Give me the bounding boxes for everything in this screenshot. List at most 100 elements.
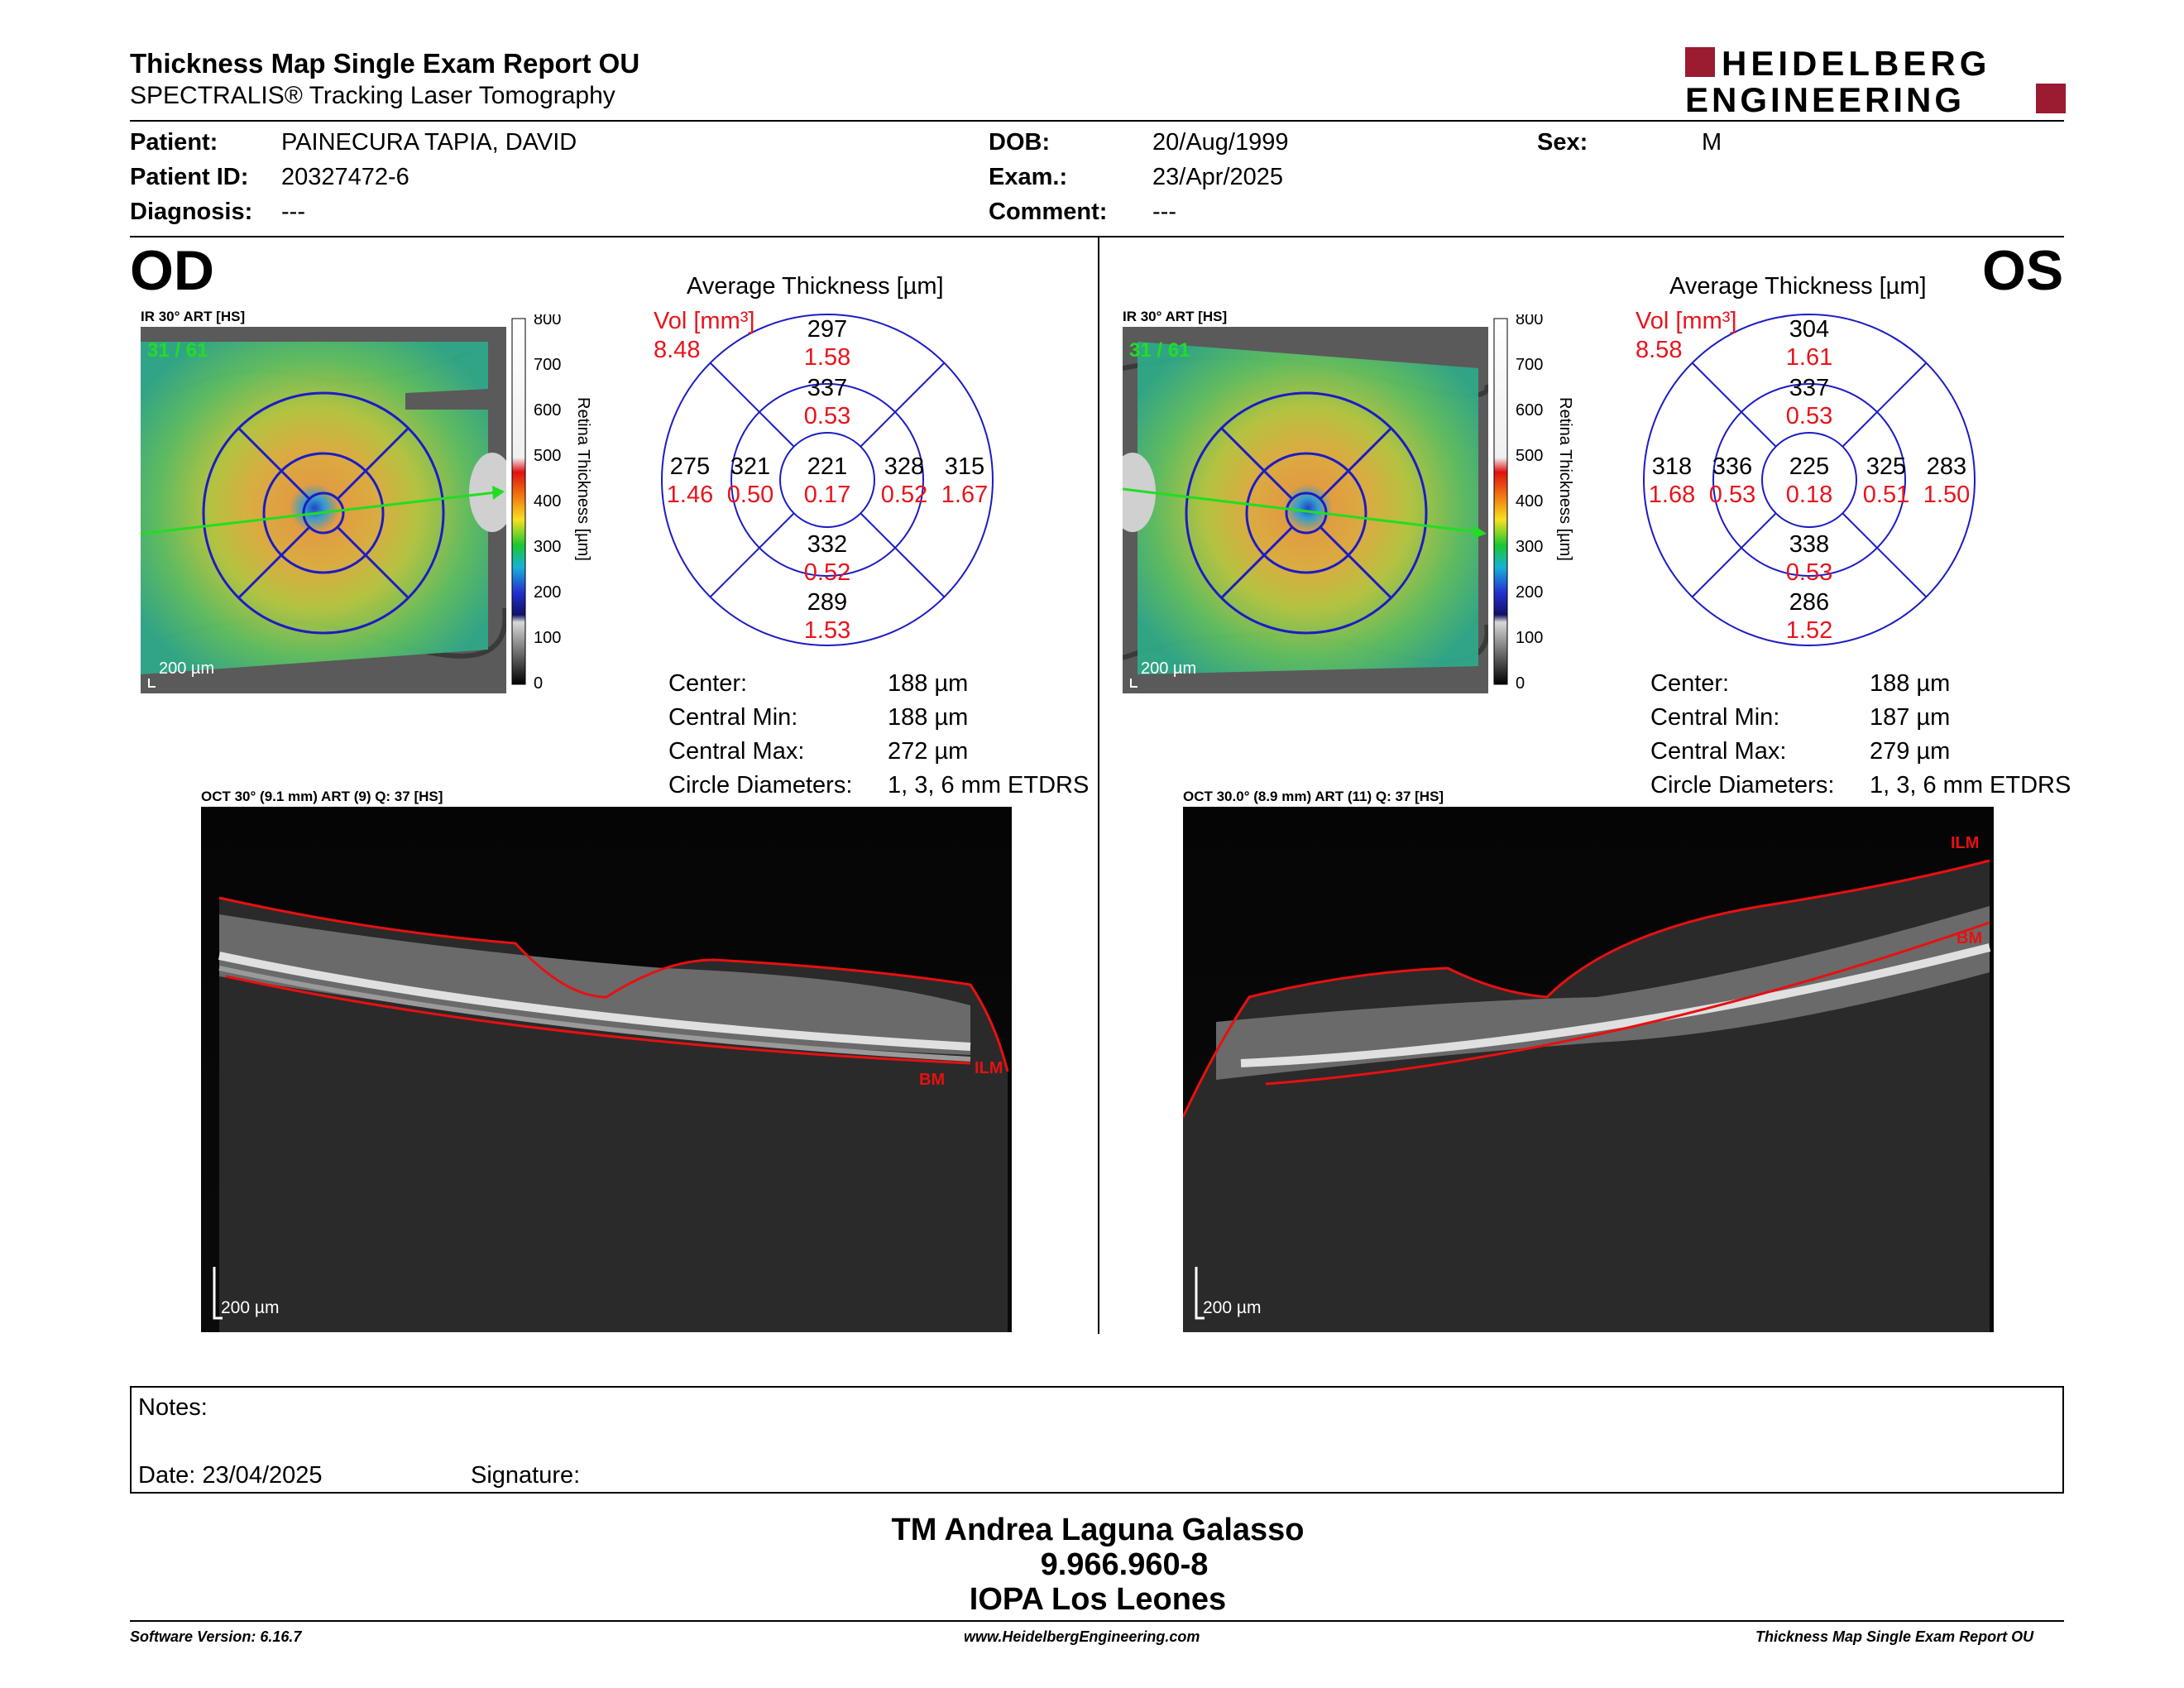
os-center-vol: 0.18 (1786, 482, 1832, 508)
od-inner-sup-vol: 0.53 (804, 403, 850, 429)
svg-text:700: 700 (534, 356, 561, 374)
os-ir-caption: IR 30° ART [HS] (1123, 309, 1228, 324)
od-avg-title: Average Thickness [µm] (687, 273, 944, 300)
os-colorbar-label: Retina Thickness [µm] (1556, 397, 1574, 561)
svg-text:400: 400 (1516, 492, 1543, 511)
os-stat-diam-label: Circle Diameters: (1650, 772, 1835, 798)
svg-text:200: 200 (1516, 583, 1543, 602)
os-stat-center-label: Center: (1650, 670, 1730, 697)
os-ilm-label: ILM (1951, 834, 1979, 852)
center-divider (1098, 237, 1099, 1334)
od-bm-label: BM (919, 1071, 945, 1089)
od-outer-inf: 289 (807, 589, 847, 616)
svg-text:200: 200 (534, 583, 561, 602)
os-outer-inf: 286 (1789, 589, 1829, 616)
patient-id: 20327472-6 (281, 164, 410, 190)
od-outer-nas: 315 (945, 453, 984, 480)
os-stat-max-value: 279 µm (1870, 738, 1951, 765)
sex-label: Sex: (1537, 129, 1588, 156)
svg-text:600: 600 (534, 401, 561, 420)
od-stat-min-value: 188 µm (888, 704, 969, 731)
od-oct-scale: 200 µm (221, 1298, 279, 1317)
os-avg-title: Average Thickness [µm] (1669, 273, 1927, 300)
os-thickness-map: 31 / 61 200 µm (1123, 327, 1488, 693)
os-stat-min-value: 187 µm (1870, 704, 1951, 731)
od-center: 221 (807, 453, 847, 480)
od-stat-center-label: Center: (668, 670, 748, 697)
sex-value: M (1702, 129, 1722, 156)
os-outer-inf-vol: 1.52 (1786, 617, 1832, 644)
exam-label: Exam.: (989, 164, 1068, 190)
os-center: 225 (1789, 453, 1829, 480)
od-vol-total: 8.48 (654, 337, 701, 363)
patient-name: PAINECURA TAPIA, DAVID (281, 129, 577, 156)
svg-text:800: 800 (534, 314, 561, 328)
svg-text:500: 500 (534, 447, 561, 465)
signature-org: IOPA Los Leones (969, 1582, 1227, 1617)
os-colorbar: 800 700 600 500 400 300 200 100 0 Retina… (1493, 314, 1574, 693)
os-inner-inf: 338 (1789, 531, 1829, 558)
od-stat-center-value: 188 µm (888, 670, 969, 697)
os-oct-scan: ILM BM 200 µm (1183, 807, 1994, 1332)
od-outer-sup: 297 (807, 316, 847, 343)
svg-text:300: 300 (534, 538, 561, 556)
footer-report: Thickness Map Single Exam Report OU (1755, 1628, 2034, 1645)
os-inner-sup-vol: 0.53 (1786, 403, 1832, 429)
svg-text:500: 500 (1516, 447, 1543, 465)
signature-id: 9.966.960-8 (1040, 1547, 1209, 1582)
os-frame-counter: 31 / 61 (1129, 339, 1190, 362)
os-etdrs-grid: 304 1.61 337 0.53 318 1.68 336 0.53 225 … (1643, 314, 1976, 646)
os-map-scale: 200 µm (1141, 659, 1196, 678)
os-stat-diam-value: 1, 3, 6 mm ETDRS (1870, 772, 2071, 798)
od-outer-inf-vol: 1.53 (804, 617, 850, 644)
svg-text:0: 0 (1516, 674, 1525, 693)
logo-line-2: ENGINEERING (1685, 80, 1965, 116)
os-vol-label: Vol [mm³] (1636, 308, 1737, 334)
os-outer-nas-vol: 1.50 (1923, 482, 1970, 508)
os-inner-temp: 336 (1712, 453, 1752, 480)
od-inner-inf: 332 (807, 531, 847, 558)
comment-value: --- (1152, 199, 1176, 225)
svg-text:700: 700 (1516, 356, 1543, 374)
dob-value: 20/Aug/1999 (1152, 129, 1289, 156)
od-inner-inf-vol: 0.52 (804, 559, 850, 586)
notes-box: Notes: Date: 23/04/2025 Signature: (130, 1386, 2064, 1494)
od-inner-temp-vol: 0.50 (727, 482, 774, 508)
od-stat-diam-label: Circle Diameters: (668, 772, 853, 798)
footer-website[interactable]: www.HeidelbergEngineering.com (964, 1628, 1200, 1645)
od-inner-nas: 328 (884, 453, 924, 480)
dob-label: DOB: (989, 129, 1051, 156)
os-vol-total: 8.58 (1636, 337, 1683, 363)
od-outer-temp-vol: 1.46 (667, 482, 713, 508)
report-title: Thickness Map Single Exam Report OU (130, 48, 640, 79)
od-outer-sup-vol: 1.58 (804, 344, 850, 371)
os-inner-sup: 337 (1789, 375, 1829, 401)
od-outer-nas-vol: 1.67 (941, 482, 988, 508)
os-outer-sup-vol: 1.61 (1786, 344, 1832, 371)
svg-text:400: 400 (534, 492, 561, 511)
os-stat-center-value: 188 µm (1870, 670, 1951, 697)
os-oct-caption: OCT 30.0° (8.9 mm) ART (11) Q: 37 [HS] (1183, 789, 1444, 804)
od-ilm-label: ILM (975, 1059, 1003, 1077)
od-inner-sup: 337 (807, 375, 847, 401)
os-stat-min-label: Central Min: (1650, 704, 1780, 731)
svg-text:600: 600 (1516, 401, 1543, 420)
svg-text:300: 300 (1516, 538, 1543, 556)
svg-text:100: 100 (534, 629, 561, 647)
os-colorbar-ticks: 800 700 600 500 400 300 200 100 0 (1516, 314, 1543, 693)
diagnosis-value: --- (281, 199, 305, 225)
od-inner-temp: 321 (730, 453, 770, 480)
svg-text:100: 100 (1516, 629, 1543, 647)
patient-label: Patient: (130, 129, 218, 156)
os-inner-nas: 325 (1866, 453, 1906, 480)
eye-label-od: OD (130, 239, 214, 302)
od-stat-max-label: Central Max: (668, 738, 805, 765)
report-subtitle: SPECTRALIS® Tracking Laser Tomography (130, 82, 615, 109)
od-oct-scan: ILM BM 200 µm (201, 807, 1012, 1332)
od-stat-max-value: 272 µm (888, 738, 969, 765)
os-outer-nas: 283 (1927, 453, 1966, 480)
od-etdrs-grid: 297 1.58 337 0.53 275 1.46 321 0.50 221 … (661, 314, 994, 646)
od-stat-diam-value: 1, 3, 6 mm ETDRS (888, 772, 1090, 798)
os-inner-temp-vol: 0.53 (1709, 482, 1755, 508)
exam-value: 23/Apr/2025 (1152, 164, 1284, 190)
